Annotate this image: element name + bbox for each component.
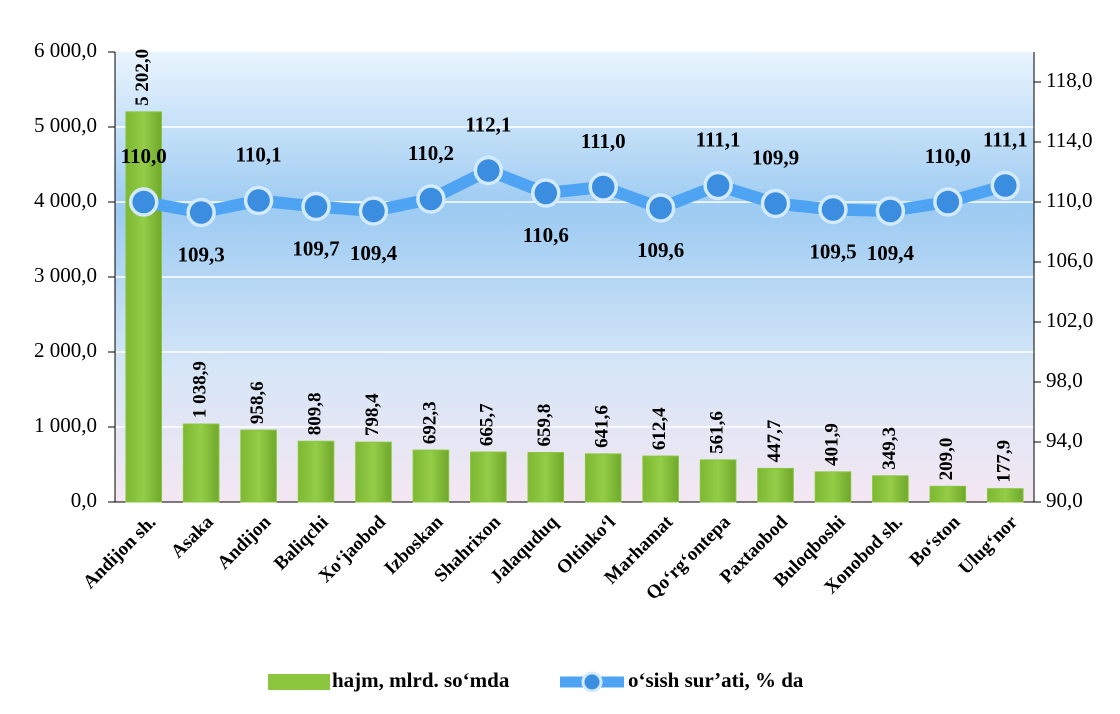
y-tick-label: 3 000,0	[34, 263, 97, 287]
line-value-label: 109,4	[867, 241, 915, 265]
bar	[527, 452, 565, 503]
legend-marker	[581, 671, 603, 693]
line-marker	[416, 184, 446, 214]
line-marker	[818, 194, 848, 225]
y-tick-label: 0,0	[71, 488, 97, 512]
line-marker	[760, 188, 791, 219]
legend-swatch	[268, 674, 330, 690]
y2-tick-label: 98,0	[1046, 368, 1083, 392]
bar-value-label: 958,6	[247, 381, 268, 424]
line-marker	[645, 193, 676, 223]
line-marker	[933, 187, 963, 217]
bar-value-label: 809,8	[304, 393, 325, 436]
line-marker	[531, 178, 561, 208]
line-marker	[473, 155, 504, 186]
line	[142, 164, 1007, 219]
y2-tick-label: 114,0	[1046, 128, 1092, 152]
line-marker	[186, 197, 216, 228]
line-value-label: 111,1	[983, 127, 1028, 151]
bar	[986, 488, 1024, 503]
line-value-label: 109,6	[637, 238, 684, 262]
bar-value-label: 447,7	[764, 419, 785, 462]
y-tick-label: 2 000,0	[34, 338, 97, 362]
bar-value-label: 561,6	[706, 411, 727, 454]
line-value-label: 110,6	[523, 223, 569, 247]
bar	[699, 459, 737, 503]
line-value-label: 110,2	[408, 141, 454, 165]
y2-tick-label: 110,0	[1046, 188, 1092, 212]
bar	[240, 429, 277, 503]
line-marker	[990, 170, 1021, 201]
line-marker	[243, 185, 274, 216]
line-value-label: 112,1	[465, 112, 511, 136]
y-tick-label: 5 000,0	[34, 113, 97, 137]
bar-value-label: 798,4	[362, 393, 383, 436]
line-value-label: 110,0	[121, 144, 167, 168]
y2-tick-label: 106,0	[1046, 248, 1093, 272]
bar	[125, 111, 163, 503]
line-value-label: 109,3	[178, 242, 225, 266]
line-marker	[301, 191, 331, 222]
bar-value-label: 209,0	[936, 438, 957, 481]
bar	[412, 449, 450, 503]
line-value-label: 109,7	[292, 236, 339, 260]
line-value-label: 111,1	[696, 127, 741, 151]
bar	[757, 467, 794, 503]
y-tick-label: 1 000,0	[34, 413, 97, 437]
bar	[584, 453, 622, 503]
legend-label: o‘sish sur’ati, % da	[628, 668, 804, 692]
bar-value-label: 659,8	[534, 404, 555, 447]
bar-value-label: 5 202,0	[132, 49, 153, 106]
bar-value-label: 692,3	[419, 401, 440, 444]
line-value-label: 109,9	[752, 145, 799, 169]
bar-value-label: 641,6	[592, 405, 613, 448]
bar	[929, 485, 967, 503]
y-tick-label: 6 000,0	[34, 38, 97, 62]
y-tick-label: 4 000,0	[34, 188, 97, 212]
line-value-label: 109,5	[809, 239, 856, 263]
bar	[297, 440, 335, 503]
bar-value-label: 349,3	[879, 427, 900, 470]
bar	[470, 451, 507, 503]
line-marker	[128, 187, 159, 217]
y2-tick-label: 94,0	[1046, 428, 1083, 452]
line-marker	[875, 196, 906, 226]
x-tick-label: Asaka	[167, 511, 218, 562]
y2-tick-label: 118,0	[1046, 68, 1092, 92]
bar-value-label: 1 038,9	[190, 361, 211, 418]
x-tick-label: Ulug‘nor	[955, 511, 1023, 579]
bar	[642, 455, 679, 503]
bar-value-label: 401,9	[821, 423, 842, 466]
line-marker	[703, 170, 733, 201]
x-tick-label: Andijon sh.	[79, 512, 160, 593]
bar-value-label: 665,7	[477, 403, 498, 446]
line-marker	[588, 172, 618, 202]
line-value-label: 111,0	[581, 129, 626, 153]
y2-tick-label: 102,0	[1046, 308, 1093, 332]
line-marker	[358, 196, 389, 226]
bar	[872, 475, 909, 503]
line-value-label: 109,4	[350, 241, 398, 265]
line-value-label: 110,0	[925, 144, 971, 168]
line-value-label: 110,1	[236, 142, 282, 166]
bar	[814, 471, 852, 503]
bar-value-label: 177,9	[994, 440, 1015, 483]
legend-label: hajm, mlrd. so‘mda	[332, 668, 510, 692]
bar	[355, 441, 392, 503]
y2-tick-label: 90,0	[1046, 488, 1083, 512]
x-tick-label: Andijon	[213, 511, 275, 573]
bar-value-label: 612,4	[649, 407, 670, 450]
bar	[182, 423, 220, 503]
